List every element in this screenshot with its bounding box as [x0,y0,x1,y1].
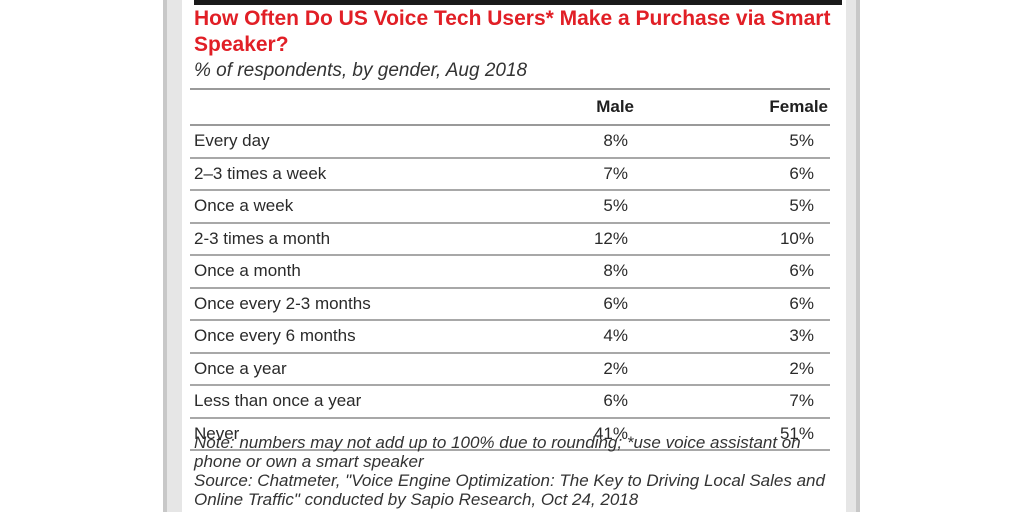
cell-male: 5% [528,190,644,224]
cell-female: 7% [644,385,830,419]
row-label: Once a year [190,352,528,386]
cell-female: 51% [644,417,830,451]
table-row: 2-3 times a month 12% 10% [190,222,830,256]
table-row: Once a week 5% 5% [190,190,830,224]
cell-male: 7% [528,157,644,191]
row-label: Less than once a year [190,385,528,419]
chart-panel: How Often Do US Voice Tech Users* Make a… [182,0,846,512]
row-label: 2–3 times a week [190,157,528,191]
table-row: Less than once a year 6% 7% [190,385,830,419]
cell-male: 4% [528,320,644,354]
cell-male: 41% [528,417,644,451]
cell-male: 12% [528,222,644,256]
cell-female: 6% [644,255,830,289]
data-table: Male Female Every day 8% 5% 2–3 times a wee… [190,88,830,451]
table-row: Never 41% 51% [190,417,830,451]
table-row: 2–3 times a week 7% 6% [190,157,830,191]
cell-female: 6% [644,157,830,191]
page-background [0,0,163,512]
cell-male: 8% [528,255,644,289]
row-label: Every day [190,125,528,159]
table-row: Once a year 2% 2% [190,352,830,386]
row-label: Once every 6 months [190,320,528,354]
row-label: 2-3 times a month [190,222,528,256]
note-text: Note: numbers may not add up to 100% due… [194,433,801,471]
cell-male: 2% [528,352,644,386]
source-text: Source: Chatmeter, "Voice Engine Optimiz… [194,471,825,509]
row-label: Once a week [190,190,528,224]
header-rule [194,0,842,5]
table-body: Every day 8% 5% 2–3 times a week 7% 6% Once a … [190,125,830,451]
cell-male: 6% [528,385,644,419]
chart-subtitle: % of respondents, by gender, Aug 2018 [194,60,528,81]
cell-female: 10% [644,222,830,256]
cell-female: 5% [644,125,830,159]
row-label: Once a month [190,255,528,289]
column-header-label [190,88,528,126]
cell-female: 5% [644,190,830,224]
row-label: Once every 2-3 months [190,287,528,321]
cell-female: 3% [644,320,830,354]
table-row: Every day 8% 5% [190,125,830,159]
cell-female: 2% [644,352,830,386]
cell-male: 6% [528,287,644,321]
cell-male: 8% [528,125,644,159]
column-header-male: Male [528,88,644,126]
table-row: Once a month 8% 6% [190,255,830,289]
table-row: Once every 2-3 months 6% 6% [190,287,830,321]
cell-female: 6% [644,287,830,321]
chart-title: How Often Do US Voice Tech Users* Make a… [194,7,831,56]
footnotes: Note: numbers may not add up to 100% due… [194,433,834,509]
header-row: Male Female [190,88,830,126]
column-header-female: Female [644,88,830,126]
row-label: Never [190,417,528,451]
table-row: Once every 6 months 4% 3% [190,320,830,354]
